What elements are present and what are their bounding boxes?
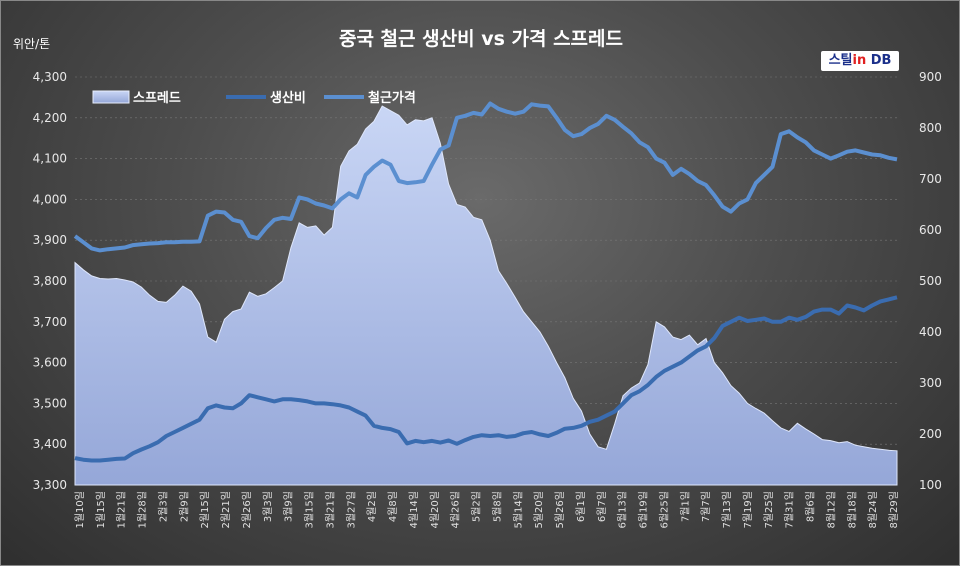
x-tick-label: 7월1일 xyxy=(679,491,691,522)
right-tick-label: 700 xyxy=(919,172,942,186)
x-tick-label: 1월15일 xyxy=(95,491,107,529)
left-tick-label: 3,500 xyxy=(33,396,67,410)
x-tick-label: 2월9일 xyxy=(178,491,190,522)
x-tick-label: 4월2일 xyxy=(366,491,378,522)
x-tick-label: 3월15일 xyxy=(304,491,316,529)
x-tick-label: 4월20일 xyxy=(429,491,441,529)
chart-title: 중국 철근 생산비 vs 가격 스프레드 xyxy=(339,28,623,50)
x-tick-label: 2월3일 xyxy=(157,491,169,522)
left-tick-label: 3,900 xyxy=(33,233,67,247)
left-axis-ticks: 3,300 3,400 3,500 3,600 3,700 3,800 3,900 4,000… xyxy=(33,70,67,492)
series-spread-area xyxy=(74,105,898,486)
right-tick-label: 200 xyxy=(919,427,942,441)
legend-label: 스프레드 xyxy=(133,91,181,106)
x-tick-label: 3월27일 xyxy=(345,491,357,529)
x-tick-label: 8월29일 xyxy=(888,491,900,529)
x-tick-label: 1월21일 xyxy=(116,491,128,529)
x-tick-label: 6월25일 xyxy=(658,491,670,529)
x-tick-label: 2월15일 xyxy=(199,491,211,529)
left-tick-label: 3,400 xyxy=(33,437,67,451)
x-tick-label: 1월28일 xyxy=(137,491,149,529)
x-tick-label: 5월26일 xyxy=(554,491,566,529)
x-tick-label: 1월10일 xyxy=(74,491,86,529)
right-tick-label: 100 xyxy=(919,478,942,492)
x-tick-label: 3월21일 xyxy=(324,491,336,529)
left-tick-label: 3,600 xyxy=(33,356,67,370)
legend-label: 생산비 xyxy=(270,90,306,106)
x-tick-label: 2월21일 xyxy=(220,491,232,529)
right-tick-label: 300 xyxy=(919,376,942,390)
x-tick-label: 8월12일 xyxy=(825,491,837,529)
left-tick-label: 4,100 xyxy=(33,152,67,166)
x-tick-label: 5월20일 xyxy=(533,491,545,529)
x-tick-label: 7월19일 xyxy=(742,491,754,529)
x-tick-label: 8월6일 xyxy=(805,491,817,522)
legend-swatch-spread xyxy=(92,90,130,104)
left-tick-label: 4,300 xyxy=(33,70,67,84)
x-tick-label: 2월26일 xyxy=(241,491,253,529)
right-tick-label: 800 xyxy=(919,121,942,135)
x-tick-label: 6월7일 xyxy=(596,491,608,522)
x-tick-label: 3월3일 xyxy=(262,491,274,522)
x-tick-label: 4월8일 xyxy=(387,491,399,522)
x-tick-label: 4월14일 xyxy=(408,491,420,529)
x-tick-label: 7월25일 xyxy=(763,491,775,529)
x-tick-label: 7월31일 xyxy=(784,491,796,529)
left-tick-label: 3,800 xyxy=(33,274,67,288)
x-tick-label: 8월18일 xyxy=(846,491,858,529)
x-tick-label: 5월2일 xyxy=(471,491,483,522)
series-rebar-price-line xyxy=(73,101,898,253)
right-tick-label: 400 xyxy=(919,325,942,339)
x-tick-label: 5월8일 xyxy=(491,491,503,522)
x-tick-label: 7월7일 xyxy=(700,491,712,522)
x-tick-label: 6월13일 xyxy=(617,491,629,529)
left-tick-label: 3,300 xyxy=(33,478,67,492)
x-tick-label: 3월9일 xyxy=(283,491,295,522)
x-tick-label: 8월24일 xyxy=(867,491,879,529)
x-tick-label: 7월13일 xyxy=(721,491,733,529)
right-tick-label: 500 xyxy=(919,274,942,288)
spread-area-layer xyxy=(74,105,898,486)
left-tick-label: 3,700 xyxy=(33,315,67,329)
right-tick-label: 600 xyxy=(919,223,942,237)
x-tick-label: 4월26일 xyxy=(450,491,462,529)
legend-label: 철근가격 xyxy=(368,90,416,106)
left-tick-label: 4,200 xyxy=(33,111,67,125)
legend: 스프레드 생산비 철근가격 xyxy=(92,90,416,106)
x-tick-label: 6월19일 xyxy=(638,491,650,529)
right-tick-label: 900 xyxy=(919,70,942,84)
series-production-cost-line xyxy=(74,295,898,463)
steelin-db-logo: 스틸in DB xyxy=(821,51,899,71)
line-layer xyxy=(73,101,898,463)
x-tick-label: 5월14일 xyxy=(512,491,524,529)
left-tick-label: 4,000 xyxy=(33,192,67,206)
right-axis-ticks: 100 200 300 400 500 600 700 800 900 xyxy=(919,70,942,492)
x-axis-ticks: 1월10일 1월15일 1월21일 1월28일 2월3일 2월9일 2월15일 2월21일 2월… xyxy=(74,491,900,529)
left-axis-unit: 위안/톤 xyxy=(13,37,50,51)
x-tick-label: 6월1일 xyxy=(575,491,587,522)
